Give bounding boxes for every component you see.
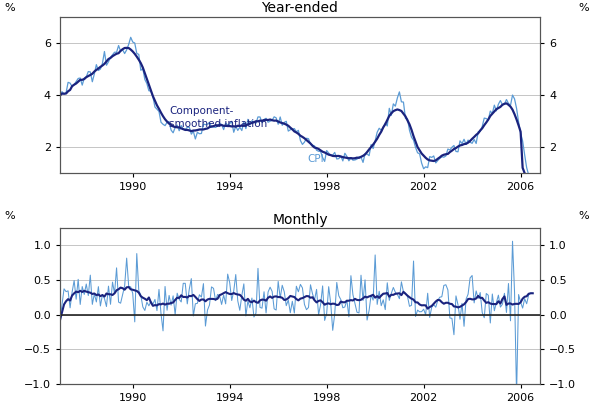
Text: Component-
smoothed inflation: Component- smoothed inflation [169,107,268,129]
Text: %: % [578,211,589,221]
Text: %: % [4,211,15,221]
Text: %: % [578,3,589,13]
Title: Monthly: Monthly [272,213,328,226]
Text: CPI: CPI [307,154,324,164]
Text: %: % [4,3,15,13]
Title: Year-ended: Year-ended [262,1,338,15]
